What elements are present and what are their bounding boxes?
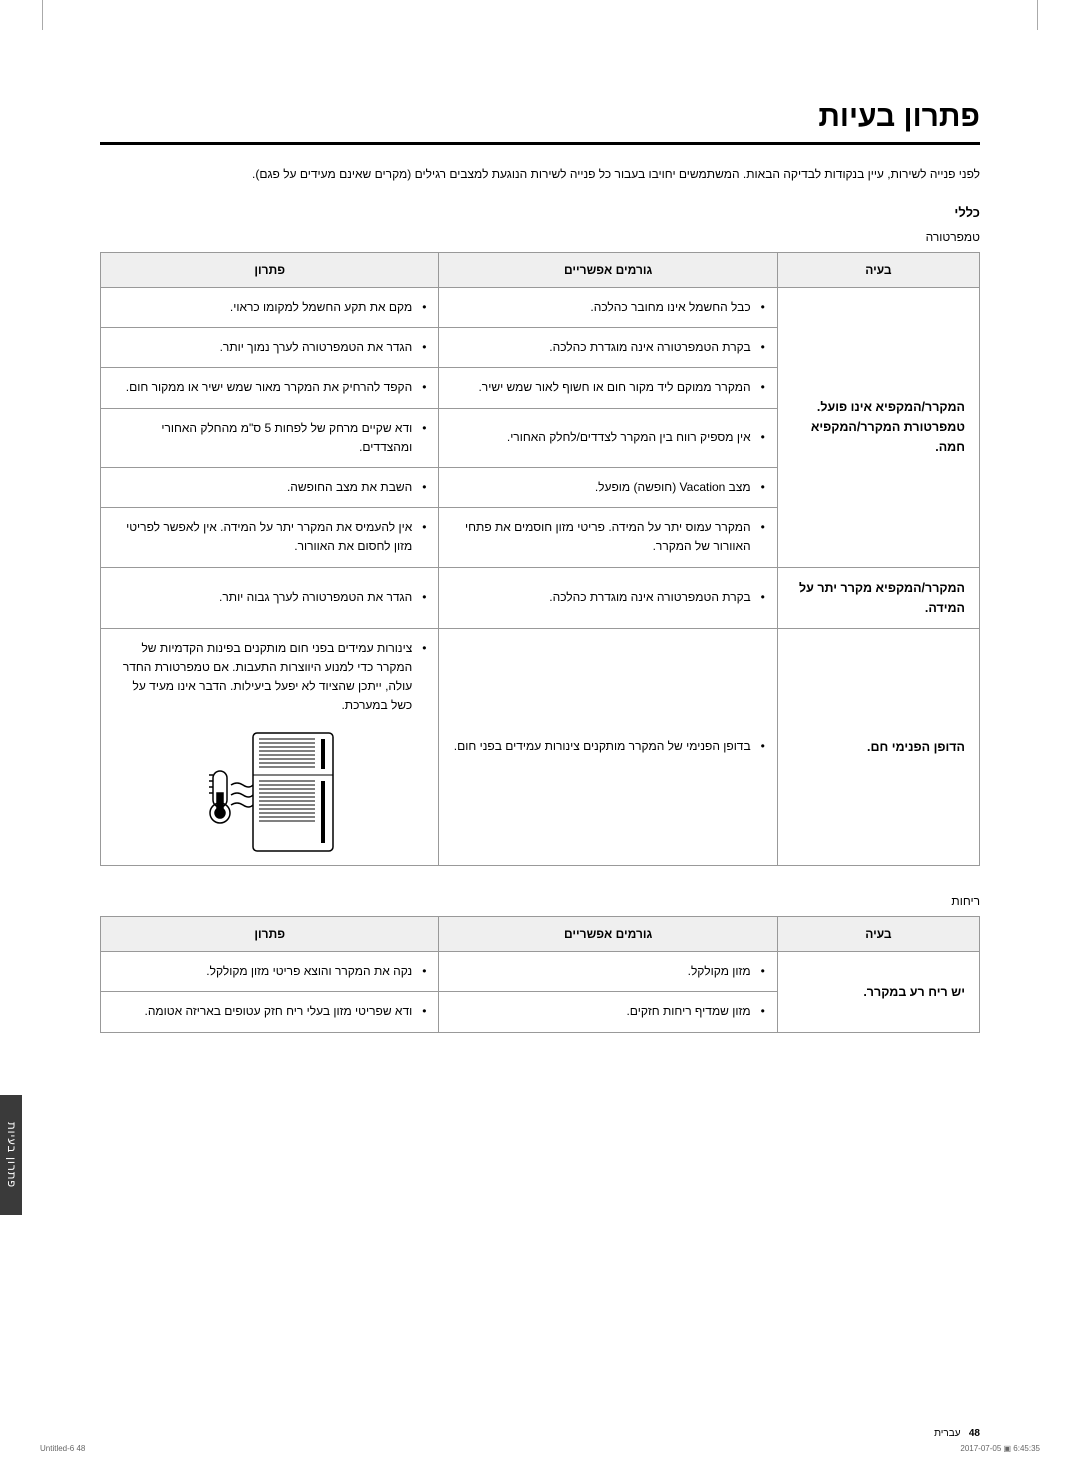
col-header-solution: פתרון [101, 917, 439, 952]
print-mark-left: Untitled-6 48 [40, 1444, 85, 1453]
solution-text: הגדר את הטמפרטורה לערך נמוך יותר. [113, 338, 412, 357]
solution-text: הגדר את הטמפרטורה לערך גבוה יותר. [113, 588, 412, 607]
problem-cell: המקרר/המקפיא אינו פועל. טמפרטורת המקרר/ה… [777, 288, 979, 568]
col-header-cause: גורמים אפשריים [439, 253, 777, 288]
cause-cell: •בקרת הטמפרטורה אינה מוגדרת כהלכה. [439, 328, 777, 368]
col-header-problem: בעיה [777, 253, 979, 288]
solution-text: אין להעמיס את המקרר יתר על המידה. אין לא… [113, 518, 412, 556]
cause-text: בדופן הפנימי של המקרר מותקנים צינורות עמ… [451, 737, 750, 756]
intro-paragraph: לפני פנייה לשירות, עיין בנקודות לבדיקה ה… [100, 165, 980, 183]
section-heading: כללי [100, 205, 980, 220]
footer: 48 עברית [934, 1428, 980, 1439]
problem-cell: הדופן הפנימי חם. [777, 628, 979, 866]
solution-cell: •מקם את תקע החשמל למקומו כראוי. [101, 288, 439, 328]
problem-text: הדופן הפנימי חם. [867, 740, 965, 754]
cause-text: מזון מקולקל. [451, 962, 750, 981]
problem-cell: המקרר/המקפיא מקרר יתר על המידה. [777, 567, 979, 628]
solution-text: צינורות עמידים בפני חום מותקנים בפינות ה… [113, 639, 412, 716]
solution-cell: •אין להעמיס את המקרר יתר על המידה. אין ל… [101, 508, 439, 567]
solution-text: השבת את מצב החופשה. [113, 478, 412, 497]
problem-text: טמפרטורת המקרר/המקפיא חמה. [790, 417, 965, 457]
refrigerator-illustration [113, 725, 426, 855]
side-tab-label: פתרון בעיות [0, 1095, 22, 1215]
subsection-odors: ריחות [100, 894, 980, 908]
solution-cell: •הגדר את הטמפרטורה לערך נמוך יותר. [101, 328, 439, 368]
cause-cell: •מצב Vacation (חופשה) מופעל. [439, 467, 777, 507]
solution-text: נקה את המקרר והוצא פריטי מזון מקולקל. [113, 962, 412, 981]
solution-text: הקפד להרחיק את המקרר מאור שמש ישיר או ממ… [113, 378, 412, 397]
cause-text: מזון שמדיף ריחות חזקים. [451, 1002, 750, 1021]
print-mark-right: 2017-07-05 ▣ 6:45:35 [960, 1444, 1040, 1453]
problem-text: יש ריח רע במקרר. [863, 985, 965, 999]
cause-text: כבל החשמל אינו מחובר כהלכה. [451, 298, 750, 317]
solution-cell: •ודא שפריטי מזון בעלי ריח חזק עטופים באר… [101, 992, 439, 1032]
crop-mark [1008, 0, 1038, 30]
solution-text: ודא שפריטי מזון בעלי ריח חזק עטופים בארי… [113, 1002, 412, 1021]
troubleshooting-table-temperature: בעיה גורמים אפשריים פתרון המקרר/המקפיא א… [100, 252, 980, 866]
cause-text: המקרר ממוקם ליד מקור חום או חשוף לאור שמ… [451, 378, 750, 397]
cause-cell: •כבל החשמל אינו מחובר כהלכה. [439, 288, 777, 328]
solution-cell: •השבת את מצב החופשה. [101, 467, 439, 507]
cause-cell: •המקרר עמוס יתר על המידה. פריטי מזון חוס… [439, 508, 777, 567]
col-header-cause: גורמים אפשריים [439, 917, 777, 952]
cause-text: בקרת הטמפרטורה אינה מוגדרת כהלכה. [451, 338, 750, 357]
page-title: פתרון בעיות [100, 100, 980, 134]
cause-text: בקרת הטמפרטורה אינה מוגדרת כהלכה. [451, 588, 750, 607]
troubleshooting-table-odors: בעיה גורמים אפשריים פתרון יש ריח רע במקר… [100, 916, 980, 1032]
cause-cell: •המקרר ממוקם ליד מקור חום או חשוף לאור ש… [439, 368, 777, 408]
solution-cell: •הקפד להרחיק את המקרר מאור שמש ישיר או מ… [101, 368, 439, 408]
problem-cell: יש ריח רע במקרר. [777, 952, 979, 1032]
cause-cell: •מזון שמדיף ריחות חזקים. [439, 992, 777, 1032]
problem-text: המקרר/המקפיא אינו פועל. [790, 397, 965, 417]
solution-cell: •ודא שקיים מרחק של לפחות 5 ס"מ מהחלק האח… [101, 408, 439, 467]
cause-text: המקרר עמוס יתר על המידה. פריטי מזון חוסמ… [451, 518, 750, 556]
solution-cell: •נקה את המקרר והוצא פריטי מזון מקולקל. [101, 952, 439, 992]
col-header-solution: פתרון [101, 253, 439, 288]
crop-mark [42, 0, 72, 30]
cause-text: מצב Vacation (חופשה) מופעל. [451, 478, 750, 497]
title-rule: פתרון בעיות [100, 100, 980, 145]
cause-cell: •בקרת הטמפרטורה אינה מוגדרת כהלכה. [439, 567, 777, 628]
solution-cell: •הגדר את הטמפרטורה לערך גבוה יותר. [101, 567, 439, 628]
col-header-problem: בעיה [777, 917, 979, 952]
cause-cell: •מזון מקולקל. [439, 952, 777, 992]
page-number: 48 [969, 1428, 980, 1439]
problem-text: המקרר/המקפיא מקרר יתר על המידה. [799, 581, 965, 615]
page-container: פתרון בעיות לפני פנייה לשירות, עיין בנקו… [0, 0, 1080, 1101]
subsection-temperature: טמפרטורה [100, 230, 980, 244]
solution-text: מקם את תקע החשמל למקומו כראוי. [113, 298, 412, 317]
solution-cell: •צינורות עמידים בפני חום מותקנים בפינות … [101, 628, 439, 866]
cause-cell: •אין מספיק רווח בין המקרר לצדדים/לחלק הא… [439, 408, 777, 467]
cause-text: אין מספיק רווח בין המקרר לצדדים/לחלק האח… [451, 428, 750, 447]
page-language: עברית [934, 1428, 960, 1439]
cause-cell: •בדופן הפנימי של המקרר מותקנים צינורות ע… [439, 628, 777, 866]
solution-text: ודא שקיים מרחק של לפחות 5 ס"מ מהחלק האחו… [113, 419, 412, 457]
fridge-heat-icon [195, 725, 345, 855]
